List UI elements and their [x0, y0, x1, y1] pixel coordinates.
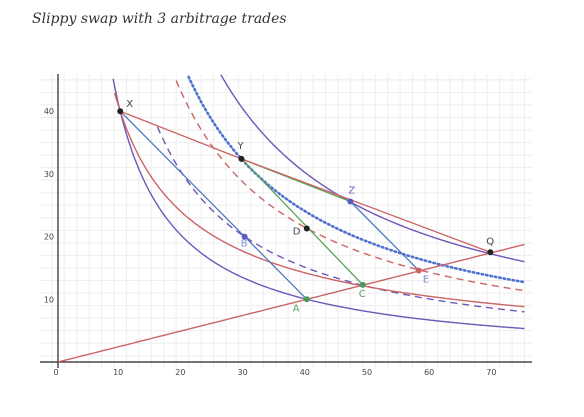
- x-tick-label: 0: [53, 368, 58, 377]
- point-label-C: C: [359, 289, 366, 300]
- trade-segment-XY: [119, 110, 242, 160]
- x-tick-label: 10: [113, 368, 123, 377]
- point-Y: [238, 155, 245, 162]
- series-curve-6: [187, 75, 526, 284]
- series-curve-7: [57, 243, 525, 363]
- point-Q: [487, 249, 494, 256]
- trade-segment-XB: [119, 110, 246, 238]
- x-tick-label: 20: [175, 368, 185, 377]
- trade-segment-ZE: [349, 201, 420, 271]
- segments: [119, 110, 491, 300]
- point-C: [359, 281, 366, 288]
- y-tick-label: 40: [44, 107, 54, 116]
- series-curve-3: [220, 74, 525, 263]
- trade-segment-YC: [241, 158, 364, 286]
- series-curve-2: [156, 126, 525, 313]
- point-B: [241, 233, 248, 240]
- chart-title: Slippy swap with 3 arbitrage trades: [32, 11, 287, 27]
- point-label-Y: Y: [236, 141, 244, 152]
- axes: 0 10 20 30 40 50 60 70 10 20 30 40: [40, 74, 532, 377]
- trade-segment-BA: [244, 236, 308, 300]
- point-X: [117, 108, 124, 115]
- point-D: [303, 225, 310, 232]
- point-label-Z: Z: [348, 185, 355, 196]
- point-label-Q: Q: [486, 236, 494, 247]
- point-label-A: A: [293, 303, 300, 314]
- point-label-D: D: [293, 226, 301, 237]
- x-tick-label: 30: [238, 368, 248, 377]
- point-label-X: X: [126, 99, 133, 110]
- point-E: [415, 267, 422, 274]
- y-tick-label: 20: [44, 233, 54, 242]
- point-A: [303, 296, 310, 303]
- grid: [40, 74, 532, 368]
- x-tick-label: 40: [300, 368, 310, 377]
- y-tick-label: 10: [44, 295, 54, 304]
- y-tick-label: 30: [44, 170, 54, 179]
- point-label-E: E: [423, 274, 429, 285]
- points: X Y Z B D A C E Q: [117, 99, 494, 314]
- point-Z: [347, 198, 354, 205]
- trade-segment-YQ: [241, 158, 491, 253]
- series-curve-1: [112, 78, 525, 330]
- series-curve-5: [175, 80, 525, 292]
- x-tick-label: 70: [486, 368, 496, 377]
- point-label-B: B: [241, 239, 248, 250]
- x-tick-label: 60: [424, 368, 434, 377]
- x-tick-label: 50: [362, 368, 372, 377]
- series-curve-4: [113, 92, 525, 308]
